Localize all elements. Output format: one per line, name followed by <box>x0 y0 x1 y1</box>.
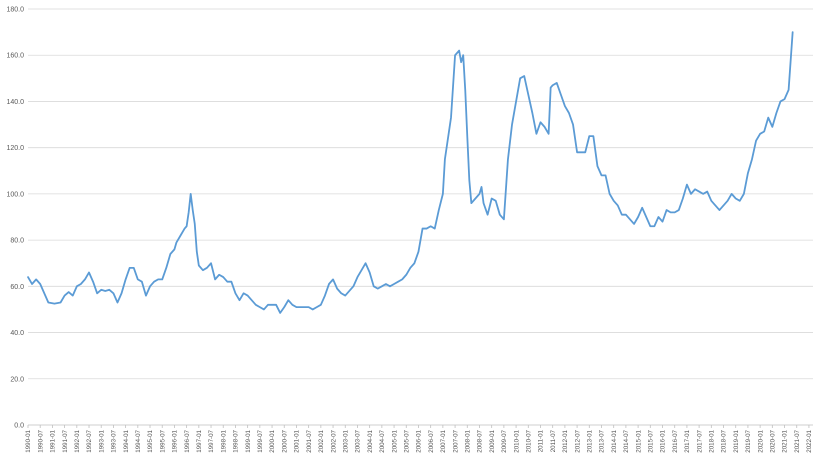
x-tick-label: 2012-07 <box>574 429 581 452</box>
x-tick-label: 2006-07 <box>428 429 435 452</box>
x-tick-label: 2012-01 <box>562 429 569 452</box>
x-tick-label: 1990-07 <box>37 429 44 452</box>
x-tick-label: 2013-01 <box>586 429 593 452</box>
x-tick-label: 1998-07 <box>233 429 240 452</box>
x-tick-label: 2016-01 <box>660 429 667 452</box>
x-tick-label: 2004-07 <box>379 429 386 452</box>
x-tick-label: 2008-07 <box>477 429 484 452</box>
x-tick-label: 2011-01 <box>538 429 545 452</box>
y-axis-ticks: 0.0 20.0 40.0 60.0 80.0 100.0 120.0 140.0 160.0 1… <box>6 7 24 430</box>
gridlines <box>28 8 813 426</box>
x-tick-label: 2019-07 <box>745 429 752 452</box>
x-tick-label: 2000-01 <box>269 429 276 452</box>
y-tick-label: 60.0 <box>10 284 24 291</box>
x-tick-label: 1994-07 <box>135 429 142 452</box>
x-tick-label: 2017-07 <box>696 429 703 452</box>
x-tick-label: 1991-07 <box>62 429 69 452</box>
x-tick-label: 1997-01 <box>196 429 203 452</box>
x-tick-label: 2016-07 <box>672 429 679 452</box>
y-tick-label: 40.0 <box>10 330 24 337</box>
x-tick-label: 2019-01 <box>733 429 740 452</box>
x-tick-label: 1999-07 <box>257 429 264 452</box>
x-tick-label: 1995-07 <box>159 429 166 452</box>
x-tick-label: 2007-01 <box>440 429 447 452</box>
x-tick-label: 1990-01 <box>25 429 32 452</box>
x-tick-label: 2005-01 <box>391 429 398 452</box>
y-tick-label: 140.0 <box>6 99 24 106</box>
x-tick-label: 1995-01 <box>147 429 154 452</box>
x-tick-label: 2014-07 <box>623 429 630 452</box>
x-tick-label: 2018-01 <box>709 429 716 452</box>
x-tick-label: 2017-01 <box>684 429 691 452</box>
x-tick-label: 2022-01 <box>806 429 813 452</box>
x-tick-label: 1997-07 <box>208 429 215 452</box>
x-tick-label: 2015-07 <box>648 429 655 452</box>
x-tick-label: 2005-07 <box>403 429 410 452</box>
x-tick-label: 2000-07 <box>281 429 288 452</box>
x-tick-label: 2015-01 <box>635 429 642 452</box>
x-tick-label: 2007-07 <box>452 429 459 452</box>
x-tick-label: 1991-01 <box>50 429 57 452</box>
x-tick-label: 2010-07 <box>525 429 532 452</box>
x-tick-label: 1996-01 <box>172 429 179 452</box>
x-tick-label: 2001-07 <box>306 429 313 452</box>
y-tick-label: 0.0 <box>14 423 24 430</box>
x-tick-label: 1996-07 <box>184 429 191 452</box>
x-tick-label: 2014-01 <box>611 429 618 452</box>
series-line <box>27 31 794 314</box>
x-tick-label: 1999-01 <box>245 429 252 452</box>
y-tick-label: 160.0 <box>6 53 24 60</box>
x-axis-ticks: 1990-01 1990-07 1991-01 1991-07 1992-01 1992-… <box>25 425 813 453</box>
x-tick-label: 2010-01 <box>513 429 520 452</box>
x-tick-label: 2008-01 <box>464 429 471 452</box>
x-tick-label: 2006-01 <box>416 429 423 452</box>
y-tick-label: 80.0 <box>10 238 24 245</box>
x-tick-label: 1998-01 <box>220 429 227 452</box>
x-tick-label: 2021-01 <box>782 429 789 452</box>
x-tick-label: 1993-07 <box>111 429 118 452</box>
y-tick-label: 20.0 <box>10 376 24 383</box>
x-tick-label: 2002-07 <box>330 429 337 452</box>
y-tick-label: 120.0 <box>6 145 24 152</box>
x-tick-label: 2001-01 <box>294 429 301 452</box>
x-tick-label: 2021-07 <box>794 429 801 452</box>
x-tick-label: 2003-07 <box>355 429 362 452</box>
x-tick-label: 2009-01 <box>489 429 496 452</box>
x-tick-label: 2020-01 <box>757 429 764 452</box>
x-tick-label: 2003-01 <box>342 429 349 452</box>
x-tick-label: 1994-01 <box>123 429 130 452</box>
x-tick-label: 2020-07 <box>770 429 777 452</box>
x-tick-label: 2009-07 <box>501 429 508 452</box>
y-tick-label: 180.0 <box>6 7 24 14</box>
y-tick-label: 100.0 <box>6 191 24 198</box>
x-tick-label: 2011-07 <box>550 429 557 452</box>
x-tick-label: 2013-07 <box>599 429 606 452</box>
x-tick-label: 2018-07 <box>721 429 728 452</box>
x-tick-label: 1993-01 <box>98 429 105 452</box>
x-tick-label: 1992-07 <box>86 429 93 452</box>
series-group <box>27 31 794 314</box>
x-tick-label: 2002-01 <box>318 429 325 452</box>
x-tick-label: 2004-01 <box>367 429 374 452</box>
x-tick-label: 1992-01 <box>74 429 81 452</box>
